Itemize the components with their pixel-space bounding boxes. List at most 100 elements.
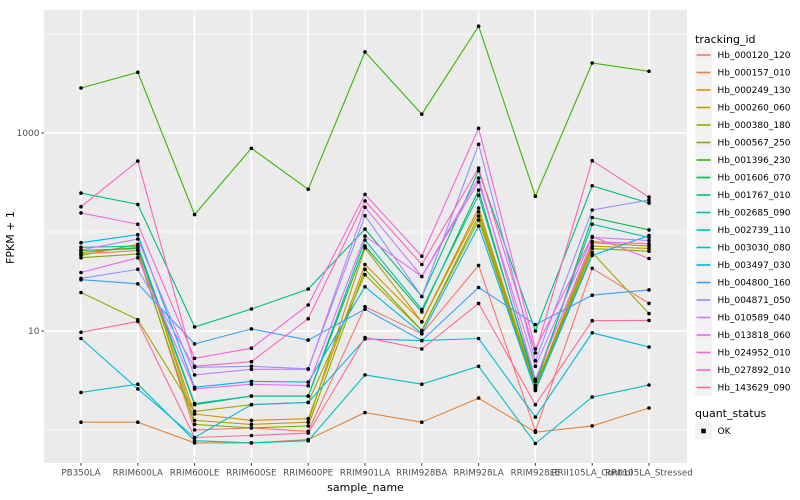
data-point (590, 395, 594, 399)
data-point (363, 262, 367, 267)
data-point (136, 252, 140, 256)
legend-label: Hb_000120_120 (718, 51, 791, 61)
data-point (647, 256, 651, 261)
data-point (306, 287, 311, 291)
data-point (136, 382, 140, 387)
data-point (79, 245, 83, 250)
data-point (363, 50, 367, 54)
legend-label: Hb_002685_090 (718, 209, 791, 219)
data-point (476, 214, 481, 218)
data-point (363, 227, 367, 231)
data-point (476, 180, 481, 184)
x-tick-label: RRIM600LE (170, 469, 220, 479)
data-point (363, 410, 367, 415)
data-point (363, 244, 367, 248)
data-point (136, 267, 140, 272)
data-point (533, 430, 538, 435)
legend-label: Hb_143629_090 (718, 384, 791, 394)
data-point (647, 301, 651, 306)
data-point (192, 409, 197, 414)
data-point (590, 244, 594, 248)
data-point (590, 266, 594, 271)
data-point (533, 194, 538, 198)
data-point (249, 327, 254, 331)
data-point (306, 383, 311, 388)
data-point (192, 401, 197, 406)
x-tick-label: RRIM600LA (113, 469, 163, 479)
data-point (192, 422, 197, 427)
data-point (647, 406, 651, 410)
data-point (136, 420, 140, 425)
data-point (420, 382, 424, 387)
data-point (476, 218, 481, 222)
data-point (192, 387, 197, 391)
data-point (590, 318, 594, 323)
data-point (420, 262, 424, 267)
data-point (79, 255, 83, 260)
legend-label-ok: OK (718, 427, 732, 437)
data-point (136, 70, 140, 75)
data-point (136, 222, 140, 226)
data-point (192, 438, 197, 443)
data-point (476, 210, 481, 214)
data-point (249, 418, 254, 423)
data-point (249, 426, 254, 430)
data-point (533, 383, 538, 388)
data-point (363, 307, 367, 312)
data-point (192, 418, 197, 423)
data-point (136, 202, 140, 207)
legend-label: Hb_000380_180 (718, 121, 791, 131)
legend-label: Hb_003497_030 (718, 261, 791, 271)
data-point (590, 250, 594, 255)
data-point (476, 176, 481, 180)
data-point (363, 199, 367, 203)
data-point (420, 112, 424, 116)
legend-label: Hb_002739_110 (718, 226, 791, 236)
legend-key-square-marker (701, 428, 706, 434)
data-point (590, 61, 594, 65)
data-point (79, 204, 83, 209)
data-point (476, 396, 481, 400)
data-point (476, 206, 481, 210)
data-point (249, 422, 254, 427)
data-point (590, 208, 594, 212)
data-point (306, 303, 311, 307)
data-point (192, 356, 197, 361)
data-point (420, 328, 424, 333)
x-tick-label: RRIM928LA (453, 469, 503, 479)
data-point (647, 228, 651, 232)
x-tick-label: RRIM600SE (226, 469, 276, 479)
legend-label: Hb_000567_250 (718, 139, 791, 149)
y-axis-title: FPKM + 1 (4, 211, 17, 264)
data-point (306, 431, 311, 435)
data-point (476, 224, 481, 228)
legend-title-quant-status: quant_status (695, 407, 767, 420)
legend-label: Hb_000157_010 (718, 69, 791, 79)
data-point (476, 142, 481, 147)
legend-label: Hb_004800_160 (718, 279, 791, 289)
data-point (590, 222, 594, 226)
data-point (533, 441, 538, 446)
y-tick-label: 1000 (17, 129, 40, 139)
data-point (533, 322, 538, 327)
data-point (306, 438, 311, 443)
data-point (647, 345, 651, 349)
data-point (136, 244, 140, 248)
data-point (249, 433, 254, 438)
data-point (249, 382, 254, 387)
data-point (192, 435, 197, 440)
data-point (363, 304, 367, 309)
data-point (192, 342, 197, 346)
data-point (533, 364, 538, 369)
data-point (192, 325, 197, 329)
legend-label: Hb_013818_060 (718, 331, 791, 341)
data-point (533, 415, 538, 419)
data-point (590, 246, 594, 251)
data-point (306, 394, 311, 398)
data-point (249, 394, 254, 398)
data-point (647, 249, 651, 253)
data-point (647, 198, 651, 202)
data-point (249, 379, 254, 384)
data-point (476, 193, 481, 198)
data-point (533, 402, 538, 407)
